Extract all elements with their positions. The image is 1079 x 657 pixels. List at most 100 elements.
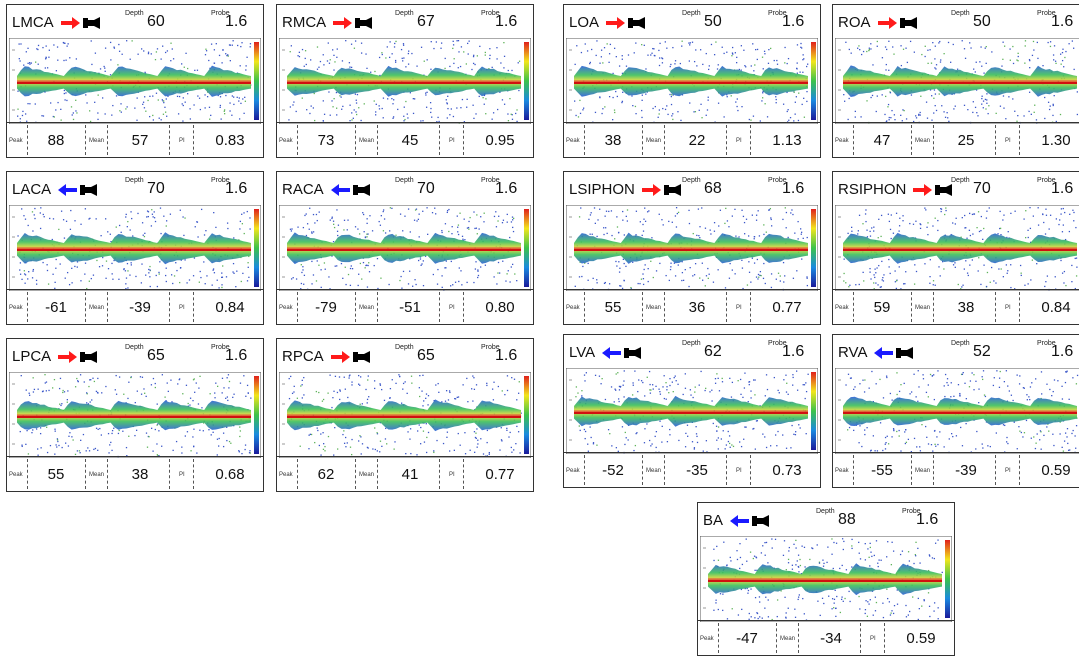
flow-direction-icon bbox=[873, 345, 915, 361]
measurement-row: Peak-79Mean-51PI0.80 bbox=[277, 289, 533, 324]
pi-value: 0.59 bbox=[896, 630, 946, 647]
depth-label: Depth bbox=[395, 344, 414, 351]
vessel-panel: BADepth88Probe1.6Peak-47Mean-34PI0.59 bbox=[697, 502, 955, 656]
separator bbox=[933, 292, 934, 322]
doppler-spectrum bbox=[566, 38, 818, 124]
separator bbox=[776, 623, 777, 653]
flow-direction-icon bbox=[912, 182, 954, 198]
mean-value: 36 bbox=[672, 299, 722, 316]
probe-value: 1.6 bbox=[225, 13, 247, 31]
vessel-panel: RVADepth52Probe1.6Peak-55Mean-39PI0.59 bbox=[832, 334, 1079, 488]
vessel-panel: LACADepth70Probe1.6Peak-61Mean-39PI0.84 bbox=[6, 171, 264, 325]
separator bbox=[85, 459, 86, 489]
flow-direction-icon bbox=[641, 182, 683, 198]
separator bbox=[1019, 292, 1020, 322]
pi-value: 1.30 bbox=[1031, 132, 1079, 149]
peak-label: Peak bbox=[9, 472, 23, 478]
mean-value: -35 bbox=[672, 462, 722, 479]
separator bbox=[193, 292, 194, 322]
panel-header: LVADepth62Probe1.6 bbox=[564, 335, 820, 367]
separator bbox=[297, 292, 298, 322]
probe-value: 1.6 bbox=[782, 13, 804, 31]
doppler-spectrum bbox=[279, 38, 531, 124]
separator bbox=[377, 125, 378, 155]
doppler-spectrum bbox=[9, 372, 261, 458]
panel-header: LMCADepth60Probe1.6 bbox=[7, 5, 263, 37]
pi-value: 0.73 bbox=[762, 462, 812, 479]
pi-label: PI bbox=[870, 636, 876, 642]
peak-value: 88 bbox=[31, 132, 81, 149]
separator bbox=[642, 125, 643, 155]
peak-value: -55 bbox=[857, 462, 907, 479]
mean-label: Mean bbox=[89, 305, 104, 311]
vessel-panel: LMCADepth60Probe1.6Peak88Mean57PI0.83 bbox=[6, 4, 264, 158]
separator bbox=[169, 125, 170, 155]
vessel-name: LACA bbox=[12, 181, 51, 198]
probe-value: 1.6 bbox=[1051, 343, 1073, 361]
vessel-title: LMCA bbox=[12, 14, 102, 31]
measurement-row: Peak88Mean57PI0.83 bbox=[7, 122, 263, 157]
doppler-spectrum bbox=[700, 536, 952, 622]
mean-label: Mean bbox=[646, 305, 661, 311]
mean-label: Mean bbox=[359, 138, 374, 144]
peak-value: 38 bbox=[588, 132, 638, 149]
pi-label: PI bbox=[449, 138, 455, 144]
pi-value: 0.95 bbox=[475, 132, 525, 149]
measurement-row: Peak-55Mean-39PI0.59 bbox=[833, 452, 1079, 487]
vessel-title: ROA bbox=[838, 14, 919, 31]
peak-value: -61 bbox=[31, 299, 81, 316]
vessel-title: RVA bbox=[838, 344, 915, 361]
separator bbox=[355, 459, 356, 489]
peak-label: Peak bbox=[566, 468, 580, 474]
pi-label: PI bbox=[179, 305, 185, 311]
separator bbox=[911, 292, 912, 322]
separator bbox=[297, 459, 298, 489]
mean-label: Mean bbox=[89, 472, 104, 478]
doppler-spectrum bbox=[279, 372, 531, 458]
mean-label: Mean bbox=[646, 138, 661, 144]
separator bbox=[750, 292, 751, 322]
measurement-row: Peak55Mean38PI0.68 bbox=[7, 456, 263, 491]
panel-header: LSIPHONDepth68Probe1.6 bbox=[564, 172, 820, 204]
separator bbox=[193, 125, 194, 155]
separator bbox=[107, 125, 108, 155]
depth-value: 50 bbox=[973, 13, 991, 31]
panel-header: LOADepth50Probe1.6 bbox=[564, 5, 820, 37]
mean-value: 38 bbox=[115, 466, 165, 483]
measurement-row: Peak-47Mean-34PI0.59 bbox=[698, 620, 954, 655]
probe-value: 1.6 bbox=[495, 180, 517, 198]
separator bbox=[995, 292, 996, 322]
panel-header: RMCADepth67Probe1.6 bbox=[277, 5, 533, 37]
flow-direction-icon bbox=[332, 15, 374, 31]
peak-label: Peak bbox=[835, 305, 849, 311]
peak-label: Peak bbox=[566, 138, 580, 144]
pi-label: PI bbox=[1005, 468, 1011, 474]
depth-label: Depth bbox=[125, 10, 144, 17]
panel-header: RPCADepth65Probe1.6 bbox=[277, 339, 533, 371]
probe-value: 1.6 bbox=[225, 180, 247, 198]
peak-label: Peak bbox=[835, 138, 849, 144]
pi-label: PI bbox=[736, 138, 742, 144]
separator bbox=[853, 292, 854, 322]
vessel-title: LVA bbox=[569, 344, 643, 361]
doppler-spectrum bbox=[9, 38, 261, 124]
depth-value: 68 bbox=[704, 180, 722, 198]
peak-value: -47 bbox=[722, 630, 772, 647]
pi-label: PI bbox=[179, 138, 185, 144]
peak-value: 55 bbox=[588, 299, 638, 316]
peak-value: -52 bbox=[588, 462, 638, 479]
depth-label: Depth bbox=[951, 10, 970, 17]
depth-value: 88 bbox=[838, 511, 856, 529]
peak-label: Peak bbox=[835, 468, 849, 474]
vessel-name: LOA bbox=[569, 14, 599, 31]
mean-value: -51 bbox=[385, 299, 435, 316]
depth-label: Depth bbox=[951, 177, 970, 184]
pi-value: 0.80 bbox=[475, 299, 525, 316]
separator bbox=[439, 292, 440, 322]
pi-label: PI bbox=[449, 472, 455, 478]
measurement-row: Peak55Mean36PI0.77 bbox=[564, 289, 820, 324]
separator bbox=[107, 459, 108, 489]
mean-value: -39 bbox=[941, 462, 991, 479]
depth-value: 52 bbox=[973, 343, 991, 361]
flow-direction-icon bbox=[57, 182, 99, 198]
